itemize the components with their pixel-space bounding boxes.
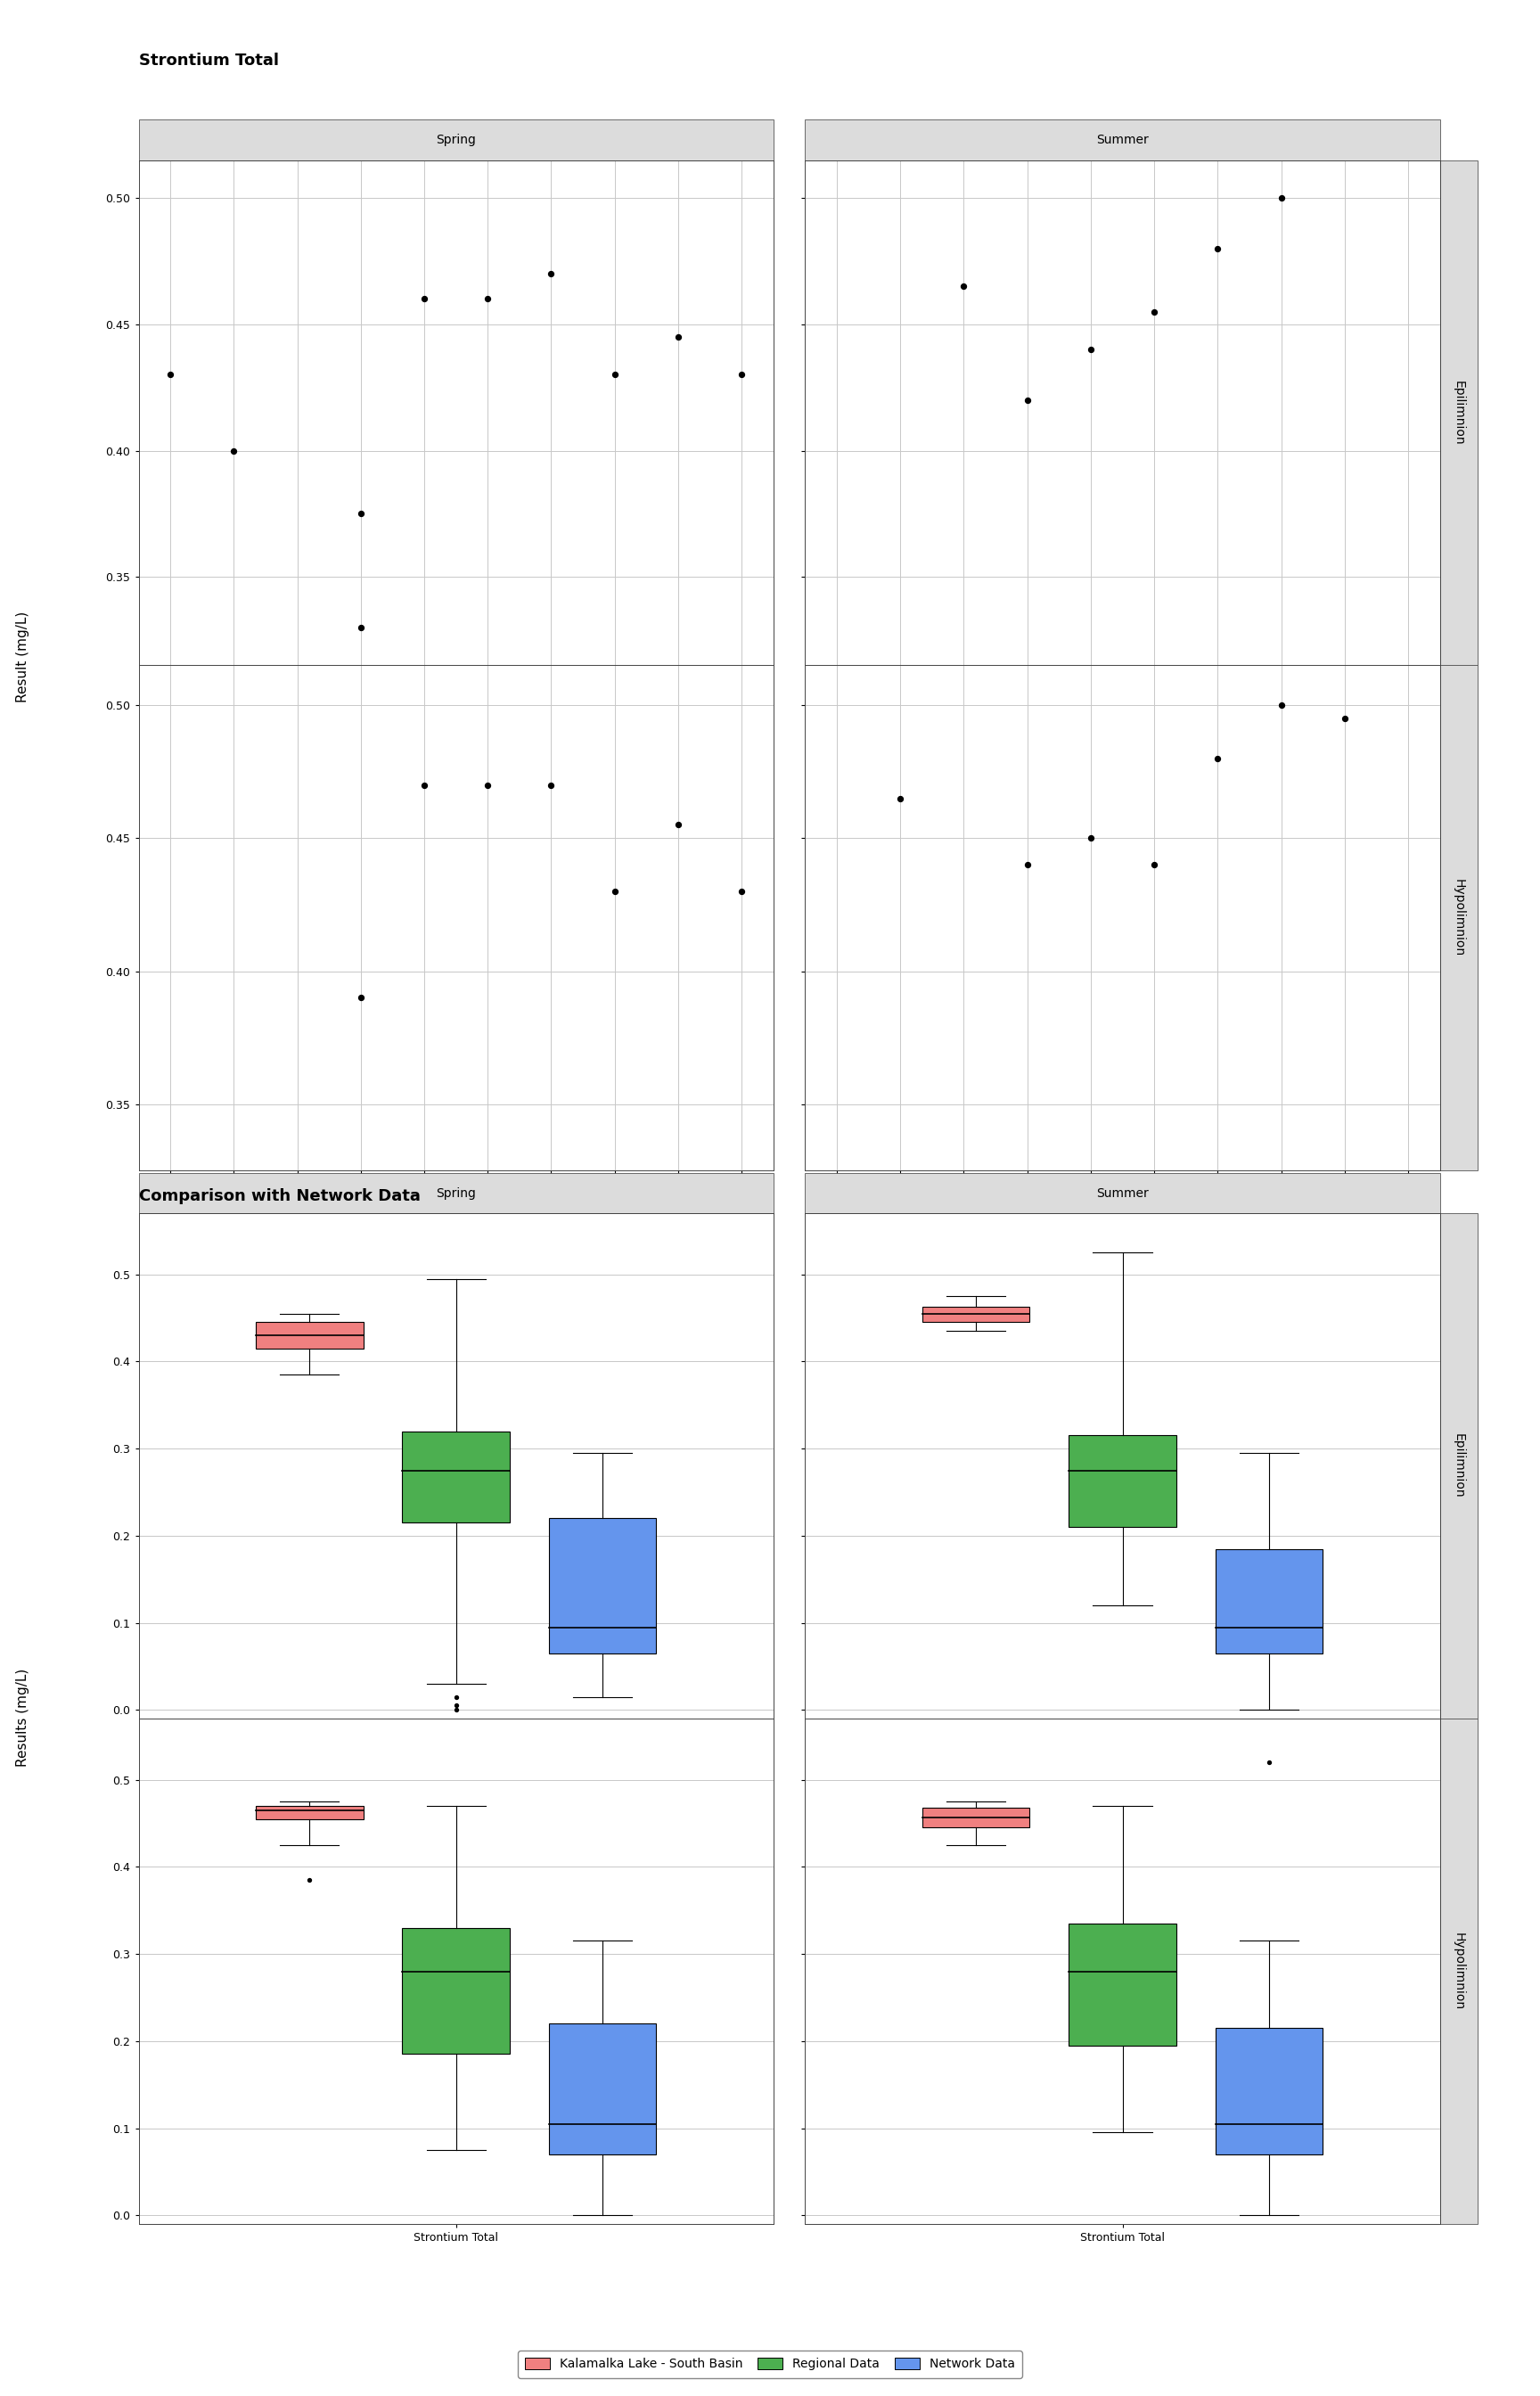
- Bar: [1069, 1435, 1177, 1526]
- Point: [602, 355, 627, 393]
- Point: [1015, 846, 1040, 884]
- Point: [444, 1677, 468, 1716]
- Bar: [1215, 1548, 1323, 1653]
- FancyBboxPatch shape: [1440, 1212, 1478, 1718]
- Point: [1269, 180, 1294, 218]
- Bar: [1215, 2027, 1323, 2154]
- Bar: [402, 1929, 510, 2053]
- FancyBboxPatch shape: [805, 120, 1440, 161]
- Text: Result (mg/L): Result (mg/L): [17, 611, 29, 702]
- Point: [1143, 292, 1167, 331]
- Point: [159, 355, 183, 393]
- Bar: [548, 1519, 656, 1653]
- Legend: Kalamalka Lake - South Basin, Regional Data, Network Data: Kalamalka Lake - South Basin, Regional D…: [517, 2350, 1023, 2377]
- FancyBboxPatch shape: [1440, 1718, 1478, 2223]
- Point: [889, 779, 913, 817]
- Point: [222, 431, 246, 470]
- Point: [1206, 740, 1230, 779]
- Point: [602, 872, 627, 910]
- Point: [1078, 331, 1103, 369]
- Bar: [256, 1807, 363, 1819]
- Text: Summer: Summer: [1096, 1186, 1149, 1200]
- Text: Hypolimnion: Hypolimnion: [1452, 1934, 1465, 2010]
- Point: [730, 355, 755, 393]
- Text: Spring: Spring: [436, 134, 476, 146]
- Point: [1257, 1742, 1281, 1780]
- Point: [665, 805, 690, 843]
- Point: [539, 767, 564, 805]
- Point: [444, 1692, 468, 1730]
- Text: Comparison with Network Data: Comparison with Network Data: [139, 1188, 420, 1205]
- Point: [539, 254, 564, 292]
- Point: [1143, 846, 1167, 884]
- Text: Spring: Spring: [436, 1186, 476, 1200]
- Point: [476, 767, 501, 805]
- FancyBboxPatch shape: [1440, 666, 1478, 1172]
- Bar: [256, 1323, 363, 1349]
- Point: [665, 319, 690, 357]
- Point: [348, 978, 373, 1016]
- FancyBboxPatch shape: [805, 1174, 1440, 1212]
- Point: [476, 280, 501, 319]
- Bar: [548, 2025, 656, 2154]
- Point: [1078, 819, 1103, 858]
- Point: [411, 280, 436, 319]
- Point: [444, 1687, 468, 1725]
- Point: [1332, 700, 1357, 738]
- FancyBboxPatch shape: [139, 120, 773, 161]
- Point: [1015, 381, 1040, 419]
- Point: [348, 494, 373, 532]
- FancyBboxPatch shape: [1440, 161, 1478, 666]
- Point: [411, 767, 436, 805]
- Text: Epilimnion: Epilimnion: [1452, 381, 1465, 446]
- Text: Hypolimnion: Hypolimnion: [1452, 879, 1465, 956]
- Bar: [1069, 1924, 1177, 2046]
- Point: [1269, 685, 1294, 724]
- Text: Epilimnion: Epilimnion: [1452, 1433, 1465, 1498]
- Bar: [402, 1430, 510, 1521]
- Point: [348, 609, 373, 647]
- Bar: [922, 1807, 1030, 1828]
- Text: Results (mg/L): Results (mg/L): [17, 1668, 29, 1768]
- Point: [952, 268, 976, 307]
- FancyBboxPatch shape: [139, 1174, 773, 1212]
- Point: [297, 1862, 322, 1900]
- Point: [730, 872, 755, 910]
- Bar: [922, 1306, 1030, 1323]
- Text: Strontium Total: Strontium Total: [139, 53, 279, 69]
- Text: Summer: Summer: [1096, 134, 1149, 146]
- Point: [1206, 230, 1230, 268]
